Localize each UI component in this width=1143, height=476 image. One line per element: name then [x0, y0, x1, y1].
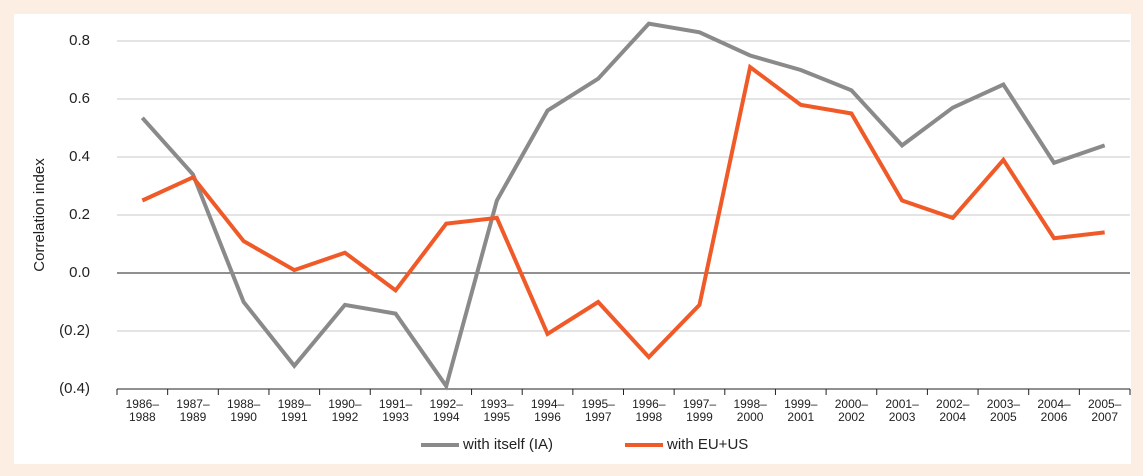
- x-tick-label-line: 1990–: [328, 397, 362, 411]
- x-tick-label-line: 1995–: [581, 397, 615, 411]
- x-tick-label: 2004– 2006: [1037, 397, 1071, 424]
- x-tick-label-line: 2005–: [1088, 397, 1122, 411]
- x-tick-label: 2000– 2002: [835, 397, 869, 424]
- x-tick-label: 1988– 1990: [227, 397, 261, 424]
- x-tick-label-line: 1998–: [733, 397, 767, 411]
- x-tick-label-line: 1993–: [480, 397, 514, 411]
- x-tick-label-line: 1987–: [176, 397, 210, 411]
- x-tick-label-line: 1996: [534, 410, 561, 424]
- x-tick-label-line: 2001: [787, 410, 814, 424]
- x-tick-label-line: 2007: [1091, 410, 1118, 424]
- x-tick-label-line: 1989: [180, 410, 207, 424]
- x-tick-label-line: 2004–: [1037, 397, 1071, 411]
- x-tick-label-line: 1988–: [227, 397, 261, 411]
- x-tick-label-line: 1997: [585, 410, 612, 424]
- x-tick-label-line: 1993: [382, 410, 409, 424]
- x-tick-label: 2003– 2005: [987, 397, 1021, 424]
- x-tick-label-line: 1988: [129, 410, 156, 424]
- x-tick-label-line: 1995: [484, 410, 511, 424]
- x-tick-label-line: 1989–: [278, 397, 312, 411]
- y-tick-label: 0.8: [69, 32, 90, 49]
- x-tick-label-line: 1990: [230, 410, 257, 424]
- x-tick-label: 1986– 1988: [126, 397, 160, 424]
- x-tick-label-line: 1992: [332, 410, 359, 424]
- x-tick-label: 2005– 2007: [1088, 397, 1122, 424]
- x-tick-label: 1987– 1989: [176, 397, 210, 424]
- x-tick-label-line: 1991–: [379, 397, 413, 411]
- x-tick-label-line: 2003: [889, 410, 916, 424]
- x-tick-label-line: 1997–: [683, 397, 717, 411]
- x-tick-label: 1993– 1995: [480, 397, 514, 424]
- x-tick-label: 2001– 2003: [885, 397, 919, 424]
- x-tick-label: 1991– 1993: [379, 397, 413, 424]
- x-tick-label-line: 1999: [686, 410, 713, 424]
- x-tick-label-line: 2002: [838, 410, 865, 424]
- x-tick-label-line: 2000: [737, 410, 764, 424]
- x-tick-label: 1990– 1992: [328, 397, 362, 424]
- x-tick-label-line: 1994: [433, 410, 460, 424]
- series-line: [141, 63, 1105, 361]
- y-tick-label: 0.6: [69, 90, 90, 107]
- x-tick-label: 1992– 1994: [430, 397, 464, 424]
- x-tick-label-line: 1994–: [531, 397, 565, 411]
- x-tick-label: 1998– 2000: [733, 397, 767, 424]
- x-tick-label: 1995– 1997: [581, 397, 615, 424]
- x-tick-label: 1997– 1999: [683, 397, 717, 424]
- y-tick-label: 0.0: [69, 264, 90, 281]
- x-tick-label-line: 2003–: [987, 397, 1021, 411]
- x-tick-label: 1989– 1991: [278, 397, 312, 424]
- x-tick-label: 1996– 1998: [632, 397, 666, 424]
- x-tick-label-line: 1996–: [632, 397, 666, 411]
- x-tick-label-line: 1986–: [126, 397, 160, 411]
- x-tick-label-line: 2004: [939, 410, 966, 424]
- x-tick-label-line: 1991: [281, 410, 308, 424]
- legend-label: with EU+US: [666, 436, 748, 453]
- x-tick-label-line: 2001–: [885, 397, 919, 411]
- x-tick-label-line: 1998: [635, 410, 662, 424]
- y-tick-label: (0.2): [59, 322, 90, 339]
- series-line: [140, 21, 1106, 391]
- x-tick-label-line: 1999–: [784, 397, 818, 411]
- x-tick-label: 1994– 1996: [531, 397, 565, 424]
- x-tick-label: 2002– 2004: [936, 397, 970, 424]
- x-tick-label-line: 2006: [1041, 410, 1068, 424]
- y-tick-label: 0.4: [69, 148, 90, 165]
- y-tick-label: (0.4): [59, 380, 90, 397]
- x-tick-label: 1999– 2001: [784, 397, 818, 424]
- legend-label: with itself (IA): [462, 436, 553, 453]
- x-tick-label-line: 2002–: [936, 397, 970, 411]
- x-tick-label-line: 2005: [990, 410, 1017, 424]
- y-tick-label: 0.2: [69, 206, 90, 223]
- x-tick-label-line: 2000–: [835, 397, 869, 411]
- y-axis-label: Correlation index: [31, 158, 48, 272]
- x-tick-label-line: 1992–: [430, 397, 464, 411]
